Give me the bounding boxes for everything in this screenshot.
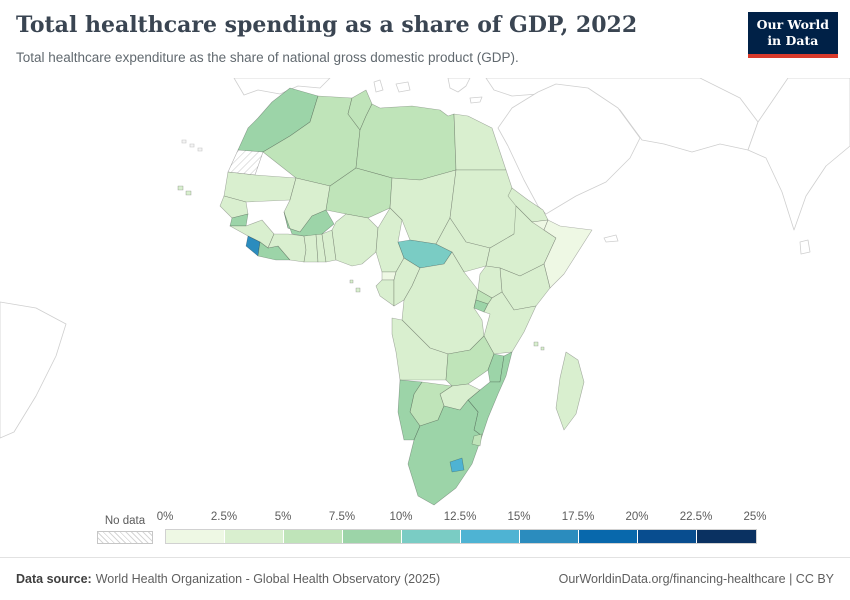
landmass-south-asia [747,78,850,231]
country-tanzania[interactable] [483,291,537,355]
country-comoros[interactable] [533,341,545,351]
landmass-south-america [0,301,67,439]
legend-bin-swatch[interactable] [166,530,225,543]
country-cameroon[interactable] [375,207,405,273]
legend-tick-label: 0% [156,511,174,523]
owid-logo[interactable]: Our World in Data [747,12,838,58]
legend-tick-labels: 0% 2.5% 5% 7.5% 10% 12.5% 15% 17.5% 20% 22.5% 25% [157,511,767,527]
landmass-sicily [395,81,411,93]
landmass-arabia [497,83,641,215]
country-niger[interactable] [325,167,393,219]
page-title: Total healthcare spending as a share of … [16,12,638,38]
legend-bin-swatch[interactable] [697,530,756,543]
legend-bin-swatch[interactable] [343,530,402,543]
owid-logo-line2: in Data [767,33,819,49]
footer: Data source: World Health Organization - … [0,557,850,600]
country-shapes [177,87,593,506]
legend-bin-swatch[interactable] [225,530,284,543]
country-burkina-faso[interactable] [283,209,335,237]
legend-scale: 0% 2.5% 5% 7.5% 10% 12.5% 15% 17.5% 20% 22.5% 25% [157,511,767,544]
country-eswatini[interactable] [471,433,483,447]
landmass-middle-east [485,78,759,153]
country-western-sahara[interactable] [227,149,264,176]
legend-tick-label: 7.5% [328,511,356,523]
landmass-crete [469,96,483,104]
legend-tick-label: 25% [743,511,767,523]
legend-tick-label: 20% [625,511,649,523]
africa-choropleth-map [0,78,850,515]
landmass-iberia [233,78,331,96]
map-legend: No data 0% 2.5% 5% 7.5% 10% 12.5% 15% 17.5% 20% 2… [97,511,767,544]
legend-tick-label: 17.5% [561,511,595,523]
legend-tick-label: 15% [507,511,531,523]
island-sri-lanka [799,239,811,255]
data-source-text: Data source: World Health Organization - … [16,572,440,586]
legend-bins [165,529,757,544]
country-somalia[interactable] [543,219,593,289]
country-cape-verde[interactable] [177,185,192,196]
no-data-swatch[interactable] [97,531,153,544]
country-madagascar[interactable] [555,351,585,431]
legend-tick-label: 5% [274,511,292,523]
landmass-sardinia [373,79,384,93]
no-data-label: No data [104,515,146,527]
country-sao-tome[interactable] [349,279,361,293]
country-south-africa[interactable] [407,399,483,506]
owid-link[interactable]: OurWorldinData.org/financing-healthcare … [558,572,834,586]
country-mauritania[interactable] [223,171,297,203]
country-egypt[interactable] [453,113,507,171]
legend-tick-label: 12.5% [443,511,477,523]
legend-bin-swatch[interactable] [638,530,697,543]
country-equatorial-guinea[interactable] [381,271,397,281]
owid-logo-line1: Our World [756,17,829,32]
country-south-sudan[interactable] [435,217,491,273]
island-socotra [603,234,619,243]
page-subtitle: Total healthcare expenditure as the shar… [16,50,519,65]
country-lesotho[interactable] [449,457,465,473]
country-libya[interactable] [355,103,457,181]
legend-bin-swatch[interactable] [579,530,638,543]
country-ghana[interactable] [303,233,319,263]
canary-islands [181,139,203,152]
landmass-greece [447,78,471,93]
data-source-value: World Health Organization - Global Healt… [95,572,441,586]
legend-no-data: No data [97,515,153,544]
legend-tick-label: 2.5% [210,511,238,523]
country-nigeria[interactable] [331,213,379,267]
legend-tick-label: 22.5% [679,511,713,523]
legend-bin-swatch[interactable] [284,530,343,543]
legend-tick-label: 10% [389,511,413,523]
data-source-label: Data source: [16,572,92,586]
background-landmasses [0,78,850,439]
country-gabon[interactable] [375,279,395,307]
legend-bin-swatch[interactable] [402,530,461,543]
legend-bin-swatch[interactable] [520,530,579,543]
legend-bin-swatch[interactable] [461,530,520,543]
